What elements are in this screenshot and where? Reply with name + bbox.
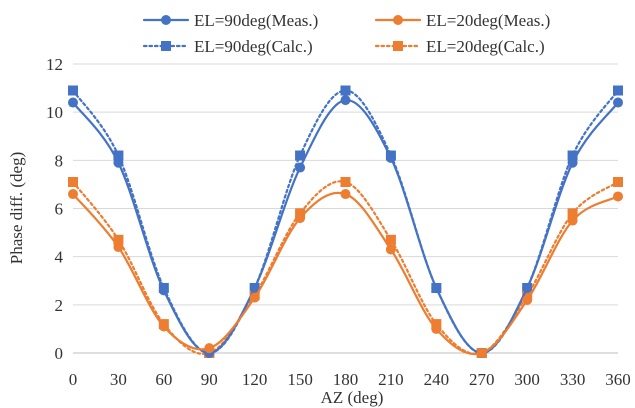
x-tick-label: 300 bbox=[514, 370, 540, 389]
legend-marker bbox=[393, 15, 403, 25]
x-tick-label: 240 bbox=[424, 370, 450, 389]
x-tick-label: 0 bbox=[69, 370, 78, 389]
legend-label: EL=90deg(Calc.) bbox=[194, 37, 313, 56]
data-point bbox=[68, 177, 78, 188]
x-tick-label: 180 bbox=[333, 370, 359, 389]
data-point bbox=[431, 282, 442, 293]
data-point bbox=[249, 282, 260, 293]
series-EL=90deg(Calc.) bbox=[68, 85, 623, 358]
legend-entry: EL=20deg(Meas.) bbox=[374, 11, 550, 30]
series-line bbox=[71, 191, 620, 356]
data-point bbox=[340, 85, 351, 96]
data-point bbox=[340, 189, 351, 200]
gridlines bbox=[73, 63, 618, 354]
y-tick-label: 12 bbox=[46, 55, 63, 74]
data-point bbox=[295, 162, 306, 173]
legend-label: EL=90deg(Meas.) bbox=[194, 11, 318, 30]
x-axis-title: AZ (deg) bbox=[321, 388, 384, 407]
data-point bbox=[567, 215, 578, 226]
series-EL=20deg(Calc.) bbox=[68, 177, 623, 358]
data-point bbox=[249, 292, 260, 303]
data-point bbox=[68, 189, 78, 200]
y-tick-label: 10 bbox=[46, 103, 63, 122]
data-point bbox=[340, 95, 351, 106]
y-axis-title: Phase diff. (deg) bbox=[7, 152, 26, 265]
series-EL=20deg(Meas.) bbox=[68, 189, 623, 358]
data-point bbox=[295, 213, 306, 224]
data-point bbox=[158, 285, 169, 296]
y-tick-label: 8 bbox=[55, 151, 64, 170]
data-point bbox=[113, 157, 124, 168]
data-point bbox=[385, 234, 396, 245]
x-tick-label: 150 bbox=[287, 370, 313, 389]
data-point bbox=[385, 244, 396, 255]
legend-label: EL=20deg(Meas.) bbox=[426, 11, 550, 30]
legend-entry: EL=20deg(Calc.) bbox=[374, 37, 545, 56]
legend-marker bbox=[393, 41, 403, 51]
data-point bbox=[613, 97, 623, 108]
x-tick-label: 120 bbox=[242, 370, 268, 389]
data-point bbox=[113, 234, 124, 245]
legend-label: EL=20deg(Calc.) bbox=[426, 37, 545, 56]
legend-marker bbox=[161, 41, 171, 51]
x-tick-label: 90 bbox=[201, 370, 218, 389]
legend-entry: EL=90deg(Meas.) bbox=[142, 11, 318, 30]
y-axis-ticks: 0 2 4 6 8 10 12 bbox=[46, 55, 64, 363]
x-axis-ticks: 0 30 60 90 120 150 180 210 240 270 300 330 360 bbox=[69, 370, 631, 389]
data-point bbox=[613, 177, 623, 188]
data-point bbox=[68, 85, 78, 96]
x-tick-label: 60 bbox=[155, 370, 172, 389]
x-tick-label: 270 bbox=[469, 370, 495, 389]
legend: EL=90deg(Meas.) EL=20deg(Meas.) EL=90deg(C… bbox=[142, 11, 550, 56]
data-point bbox=[567, 208, 578, 219]
x-tick-label: 360 bbox=[605, 370, 631, 389]
data-point bbox=[385, 152, 396, 163]
data-point bbox=[431, 323, 442, 334]
x-tick-label: 30 bbox=[110, 370, 127, 389]
data-point bbox=[158, 321, 169, 332]
data-point bbox=[340, 177, 351, 188]
y-tick-label: 6 bbox=[55, 200, 64, 219]
x-tick-label: 210 bbox=[378, 370, 404, 389]
data-point bbox=[295, 150, 306, 161]
data-point bbox=[613, 85, 623, 96]
series-group bbox=[68, 85, 623, 358]
data-point bbox=[567, 150, 578, 161]
data-point bbox=[567, 157, 578, 168]
data-point bbox=[113, 242, 124, 253]
y-tick-label: 2 bbox=[55, 296, 64, 315]
series-EL=90deg(Meas.) bbox=[68, 95, 623, 358]
x-tick-label: 330 bbox=[560, 370, 586, 389]
data-point bbox=[204, 343, 215, 354]
data-point bbox=[68, 97, 78, 108]
legend-entry: EL=90deg(Calc.) bbox=[142, 37, 313, 56]
data-point bbox=[113, 150, 124, 161]
legend-marker bbox=[161, 15, 171, 25]
y-tick-label: 4 bbox=[55, 248, 64, 267]
data-point bbox=[522, 295, 533, 306]
data-point bbox=[613, 191, 623, 202]
data-point bbox=[476, 348, 487, 358]
data-point bbox=[522, 282, 533, 293]
y-tick-label: 0 bbox=[55, 344, 64, 363]
